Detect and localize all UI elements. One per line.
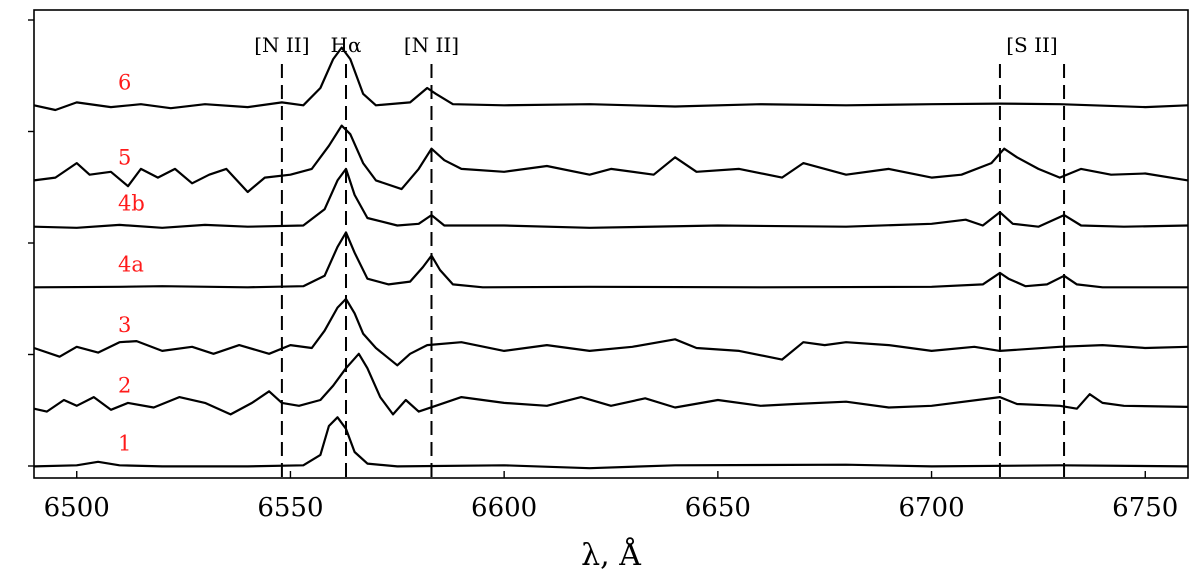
marker-label-0: [N II] [254, 33, 309, 57]
spectrum-label-6: 6 [118, 70, 131, 94]
spectrum-label-2: 2 [118, 374, 131, 398]
spectrum-label-4b: 4b [118, 192, 145, 216]
x-axis-ticks: 6500 6550 6600 6650 6700 6750 [44, 471, 1178, 523]
marker-label-3: [S II] [1006, 33, 1057, 57]
x-tick-label-3: 6650 [685, 493, 751, 523]
spectra-series [33, 46, 1189, 470]
spectrum-labels: 1 2 3 4a 4b 5 6 [118, 70, 145, 455]
spectrum-2 [33, 352, 1189, 416]
plot-frame [33, 9, 1189, 479]
spectrum-5 [33, 124, 1189, 194]
spectrum-1 [33, 416, 1189, 470]
spectrum-label-3: 3 [118, 313, 131, 337]
x-tick-label-2: 6600 [471, 493, 537, 523]
spectrum-label-1: 1 [118, 431, 131, 455]
spectrum-label-5: 5 [118, 145, 131, 169]
x-tick-label-4: 6700 [898, 493, 964, 523]
spectrum-3 [33, 297, 1189, 367]
x-tick-label-0: 6500 [44, 493, 110, 523]
marker-label-1: Hα [331, 33, 362, 57]
spectrum-label-4a: 4a [118, 252, 144, 276]
x-axis-label: λ, Å [581, 537, 641, 573]
x-tick-label-5: 6750 [1112, 493, 1178, 523]
spectrum-4a [33, 231, 1188, 289]
emission-line-markers [280, 64, 1066, 478]
spectrum-6 [33, 46, 1189, 112]
x-tick-label-1: 6550 [257, 493, 323, 523]
marker-label-2: [N II] [404, 33, 459, 57]
emission-line-labels: [N II] Hα [N II] [S II] [254, 33, 1057, 57]
y-axis-ticks [28, 19, 34, 467]
spectrum-4b [33, 167, 1189, 229]
